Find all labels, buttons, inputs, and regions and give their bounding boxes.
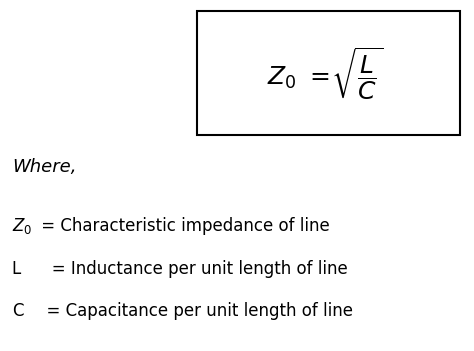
Text: $Z_0$: $Z_0$ bbox=[12, 217, 32, 236]
Text: Where,: Where, bbox=[12, 158, 76, 176]
Text: = Inductance per unit length of line: = Inductance per unit length of line bbox=[36, 259, 347, 278]
Bar bbox=[197, 11, 460, 135]
Text: $Z_0\ =\!\sqrt{\dfrac{L}{C}}$: $Z_0\ =\!\sqrt{\dfrac{L}{C}}$ bbox=[267, 46, 383, 102]
Text: = Characteristic impedance of line: = Characteristic impedance of line bbox=[36, 217, 329, 236]
Text: C: C bbox=[12, 302, 23, 320]
Text: = Capacitance per unit length of line: = Capacitance per unit length of line bbox=[36, 302, 353, 320]
Text: L: L bbox=[12, 259, 21, 278]
